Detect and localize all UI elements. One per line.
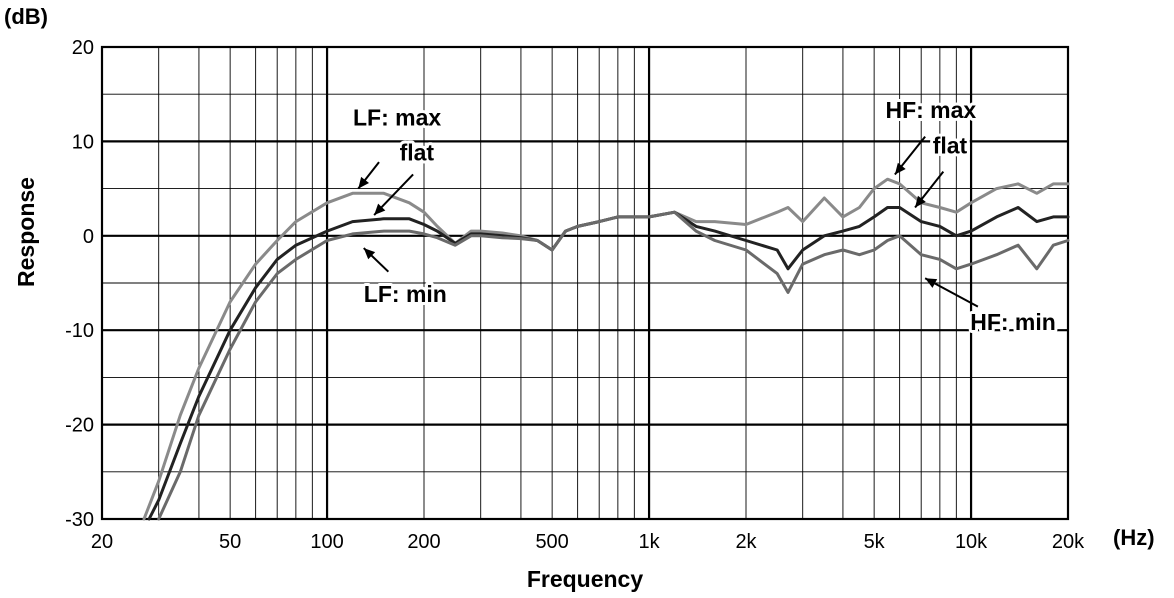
arrow-head	[363, 248, 376, 260]
annotation-label: HF: min	[970, 309, 1056, 335]
x-tick-label: 20k	[1052, 531, 1085, 553]
x-tick-labels: 20 50 100 200 500 1k 2k 5k 10k 20k	[91, 531, 1085, 553]
x-tick-label: 5k	[864, 531, 886, 553]
response-line-2	[147, 206, 1070, 521]
annotation-label: HF: max	[885, 97, 976, 123]
plot-frame	[100, 45, 1070, 521]
response-line-1	[142, 177, 1070, 521]
annotation-label: flat	[400, 139, 435, 165]
x-tick-label: 10k	[955, 531, 988, 553]
y-tick-label: -20	[65, 415, 94, 437]
arrow-head	[894, 162, 906, 175]
arrow-head	[915, 195, 926, 208]
grid	[100, 45, 1070, 521]
x-unit-label: (Hz)	[1113, 525, 1155, 550]
y-tick-label: 0	[83, 226, 94, 248]
x-tick-label: 200	[407, 531, 440, 553]
arrow-head	[374, 203, 386, 216]
x-tick-label: 500	[535, 531, 568, 553]
arrow-head	[925, 278, 938, 288]
series-lines	[142, 177, 1070, 521]
y-axis-title: Response	[13, 177, 39, 287]
annotation-label: LF: min	[364, 281, 447, 307]
x-tick-label: 100	[310, 531, 343, 553]
y-tick-label: 20	[72, 37, 94, 59]
y-tick-label: -30	[65, 509, 94, 531]
y-tick-label: 10	[72, 131, 94, 153]
x-axis-title: Frequency	[527, 566, 644, 592]
arrow-head	[358, 176, 369, 189]
y-tick-labels: 20 10 0 -10 -20 -30	[65, 37, 94, 531]
annotation-label: LF: max	[353, 104, 441, 130]
annotations: LF: max flat LF: min HF: max flat HF: min	[350, 94, 1059, 338]
annotation-label: flat	[933, 133, 968, 159]
x-tick-label: 20	[91, 531, 113, 553]
y-unit-label: (dB)	[4, 4, 48, 29]
y-tick-label: -10	[65, 320, 94, 342]
response-line-3	[157, 210, 1070, 521]
x-tick-label: 50	[219, 531, 241, 553]
x-tick-label: 1k	[639, 531, 661, 553]
x-tick-label: 2k	[735, 531, 757, 553]
